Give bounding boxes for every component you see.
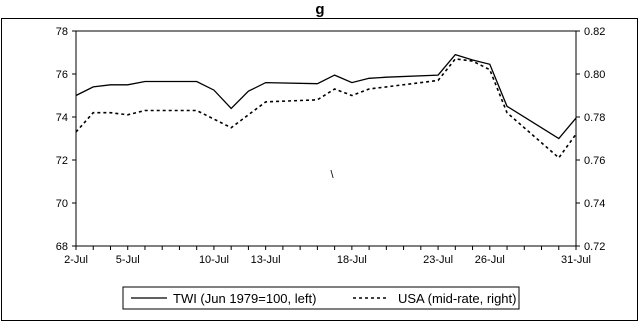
x-tick-label: 13-Jul: [251, 254, 281, 266]
plot-area: 68 70 72 74 76 78 0.72 0.74 0.76 0.78 0.80 0.82 2-Ju…: [56, 26, 606, 266]
x-tick-label: 10-Jul: [199, 254, 229, 266]
y-right-tick-label: 0.78: [584, 112, 605, 124]
series-line-twi: [75, 53, 577, 140]
y-left-tick-label: 70: [56, 198, 68, 210]
chart-outer-frame: [1, 18, 638, 321]
x-tick-label: 31-Jul: [561, 254, 591, 266]
legend: TWI (Jun 1979=100, left) USA (mid-rate, r…: [122, 286, 520, 310]
y-left-tick-label: 78: [56, 26, 68, 38]
y-left-tick-label: 72: [56, 155, 68, 167]
x-tick-label: 18-Jul: [337, 254, 367, 266]
y-left-tick-label: 76: [56, 69, 68, 81]
x-tick-label: 2-Jul: [64, 254, 88, 266]
legend-box: [122, 286, 520, 310]
y-right-tick-label: 0.82: [584, 26, 605, 38]
plot-frame: [75, 30, 577, 247]
y-left-tick-label: 74: [56, 112, 68, 124]
y-right-tick-label: 0.80: [584, 69, 605, 81]
legend-label-twi: TWI (Jun 1979=100, left): [173, 291, 316, 306]
chart-title: g: [315, 1, 324, 18]
y-left-tick-label: 68: [56, 241, 68, 253]
x-tick-label: 23-Jul: [423, 254, 453, 266]
x-tick-label: 26-Jul: [475, 254, 505, 266]
x-tick-label: 5-Jul: [116, 254, 140, 266]
legend-label-usa: USA (mid-rate, right): [398, 291, 516, 306]
series-line-usa: [75, 58, 577, 159]
y-right-tick-label: 0.76: [584, 155, 605, 167]
y-right-tick-label: 0.72: [584, 241, 605, 253]
chart-annotation: \: [330, 169, 334, 181]
y-right-tick-label: 0.74: [584, 198, 605, 210]
